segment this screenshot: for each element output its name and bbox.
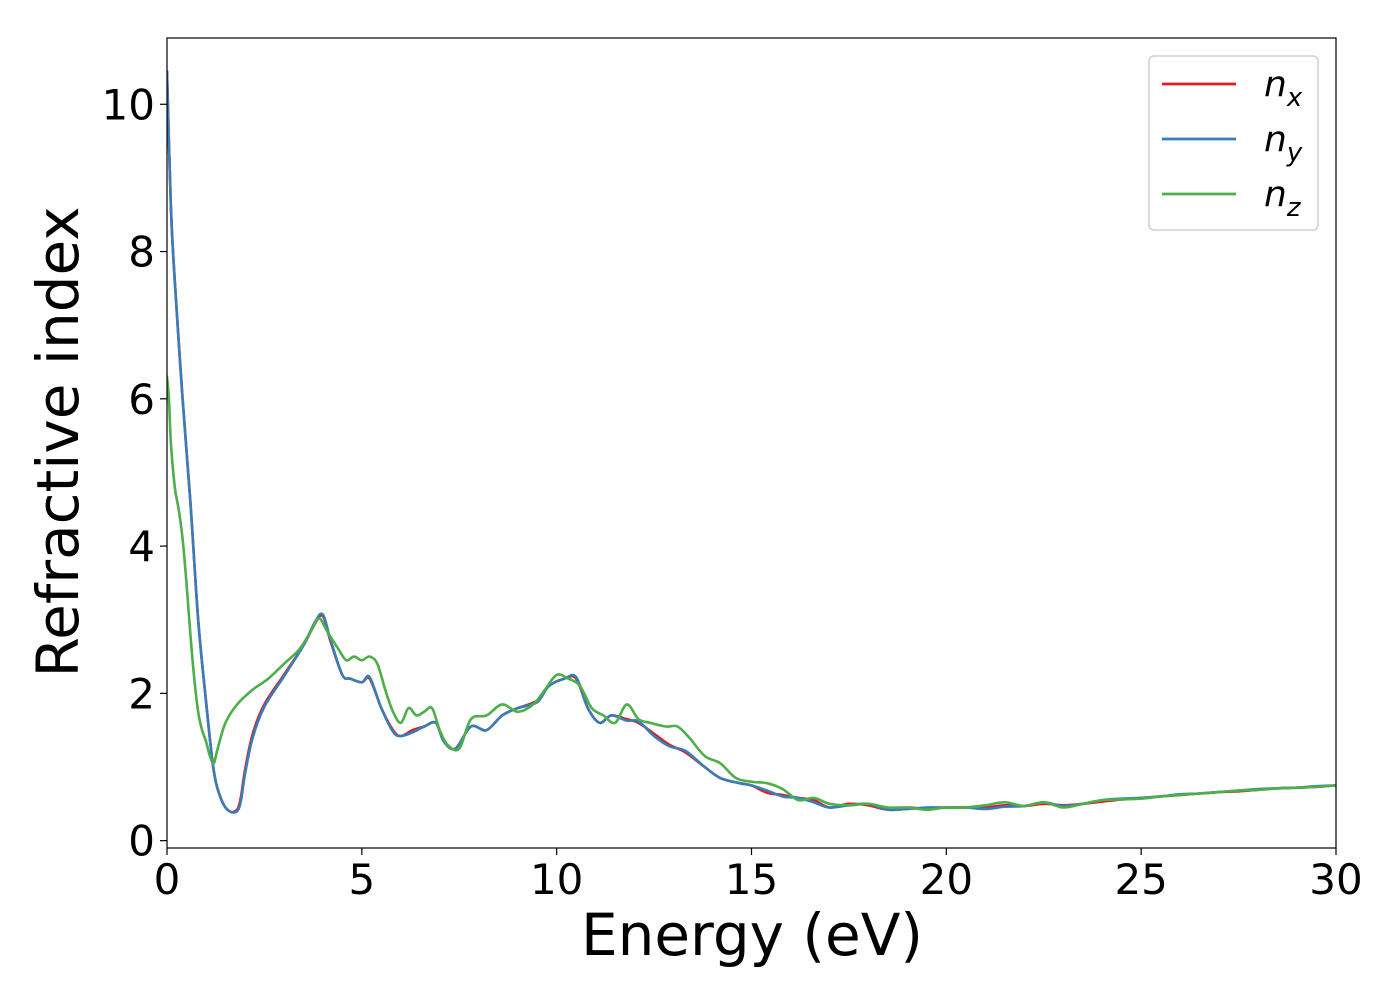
x-tick-label: 10 <box>530 855 583 904</box>
series-layer <box>167 69 1336 814</box>
y-tick-label: 2 <box>128 669 155 718</box>
plot-background <box>167 38 1336 848</box>
axes-layer: 0 5 10 15 20 25 30 0 2 4 6 8 10 <box>102 37 1363 904</box>
x-tick-label: 30 <box>1309 855 1362 904</box>
x-tick-label: 0 <box>154 855 181 904</box>
series-line-n-y <box>167 69 1336 814</box>
y-axis-label: Refractive index <box>24 206 92 677</box>
legend-label-subscript: y <box>1286 138 1303 168</box>
x-tick-label: 20 <box>920 855 973 904</box>
legend-label-subscript: x <box>1286 83 1303 113</box>
y-tick-label: 6 <box>128 375 155 424</box>
x-tick-label: 15 <box>725 855 778 904</box>
y-tick-label: 10 <box>102 80 155 129</box>
legend-frame <box>1148 55 1319 231</box>
plot-area <box>167 38 1336 848</box>
y-tick-label: 0 <box>128 817 155 866</box>
y-tick-label: 8 <box>128 228 155 277</box>
legend-label-subscript: z <box>1286 193 1302 223</box>
x-axis-label: Energy (eV) <box>581 901 923 969</box>
series-line-n-z <box>167 375 1336 812</box>
y-tick-label: 4 <box>128 522 155 571</box>
x-tick-label: 25 <box>1114 855 1167 904</box>
x-tick-label: 5 <box>348 855 375 904</box>
